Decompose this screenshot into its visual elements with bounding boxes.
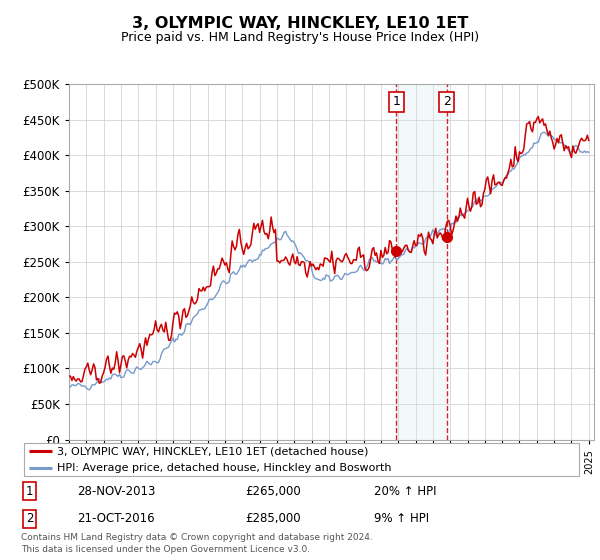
Text: 1: 1 xyxy=(392,95,400,108)
Text: 3, OLYMPIC WAY, HINCKLEY, LE10 1ET (detached house): 3, OLYMPIC WAY, HINCKLEY, LE10 1ET (deta… xyxy=(58,446,369,456)
Text: Contains HM Land Registry data © Crown copyright and database right 2024.
This d: Contains HM Land Registry data © Crown c… xyxy=(21,533,373,554)
Text: 2: 2 xyxy=(443,95,451,108)
Text: £265,000: £265,000 xyxy=(245,485,301,498)
Text: 2: 2 xyxy=(26,512,33,525)
Bar xyxy=(397,84,447,440)
Text: £285,000: £285,000 xyxy=(245,512,301,525)
FancyBboxPatch shape xyxy=(24,444,579,475)
Text: 3, OLYMPIC WAY, HINCKLEY, LE10 1ET: 3, OLYMPIC WAY, HINCKLEY, LE10 1ET xyxy=(132,16,468,31)
Text: 1: 1 xyxy=(26,485,33,498)
Text: 28-NOV-2013: 28-NOV-2013 xyxy=(77,485,155,498)
Text: 9% ↑ HPI: 9% ↑ HPI xyxy=(374,512,430,525)
Text: Price paid vs. HM Land Registry's House Price Index (HPI): Price paid vs. HM Land Registry's House … xyxy=(121,31,479,44)
Text: HPI: Average price, detached house, Hinckley and Bosworth: HPI: Average price, detached house, Hinc… xyxy=(58,463,392,473)
Text: 21-OCT-2016: 21-OCT-2016 xyxy=(77,512,155,525)
Text: 20% ↑ HPI: 20% ↑ HPI xyxy=(374,485,437,498)
